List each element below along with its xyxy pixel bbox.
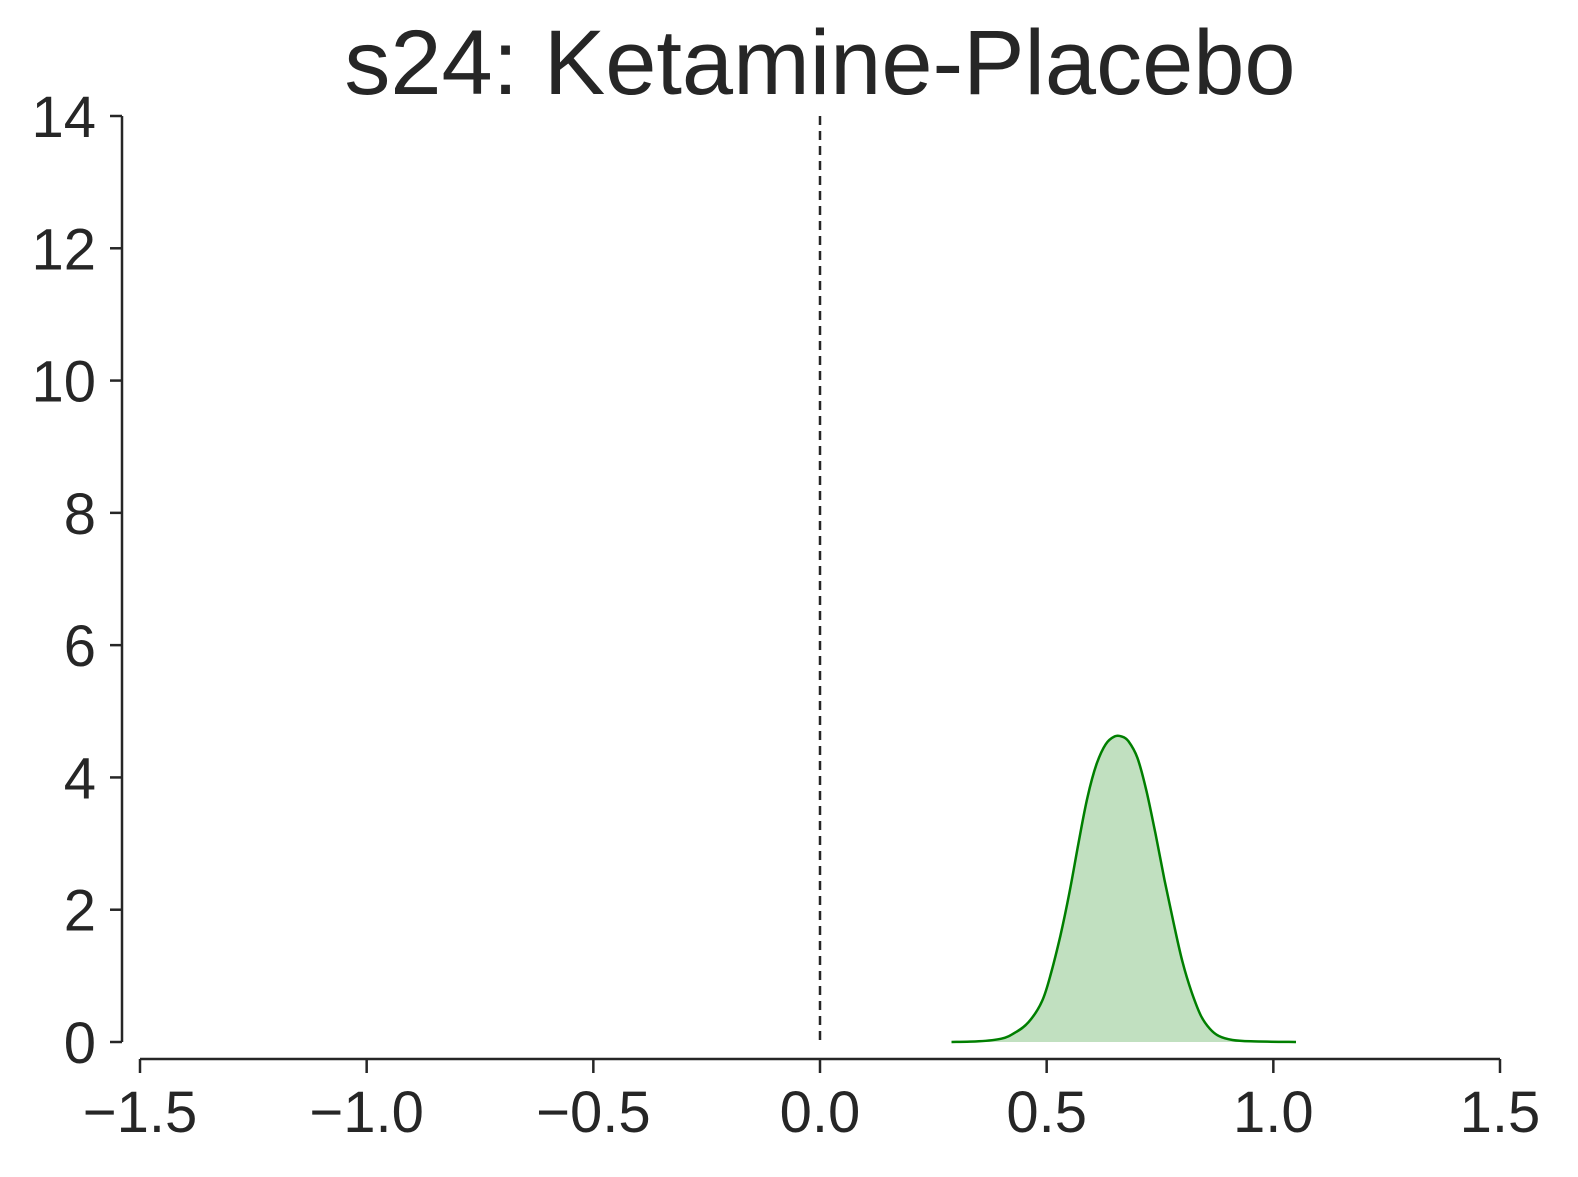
chart-title: s24: Ketamine-Placebo [344, 12, 1295, 114]
y-tick-label: 10 [31, 350, 96, 415]
y-tick-label: 12 [31, 217, 96, 282]
y-tick-label: 2 [64, 879, 96, 944]
y-axis-ticks: 0 2 4 6 8 10 12 14 [31, 85, 122, 1076]
x-tick-label: −1.0 [309, 1080, 424, 1145]
density-fill-area [951, 735, 1296, 1042]
y-tick-label: 14 [31, 85, 96, 150]
y-tick-label: 0 [64, 1011, 96, 1076]
density-curve [951, 734, 1297, 1044]
x-tick-label: −1.5 [83, 1080, 198, 1145]
x-tick-label: 1.0 [1233, 1080, 1314, 1145]
y-tick-label: 8 [64, 482, 96, 547]
y-tick-label: 6 [64, 614, 96, 679]
x-tick-label: −0.5 [536, 1080, 651, 1145]
x-axis-ticks: −1.5 −1.0 −0.5 0.0 0.5 1.0 1.5 [83, 1059, 1541, 1145]
y-tick-label: 4 [64, 746, 96, 811]
density-series [951, 734, 1297, 1044]
x-tick-label: 1.5 [1460, 1080, 1541, 1145]
x-tick-label: 0.0 [780, 1080, 861, 1145]
x-tick-label: 0.5 [1006, 1080, 1087, 1145]
